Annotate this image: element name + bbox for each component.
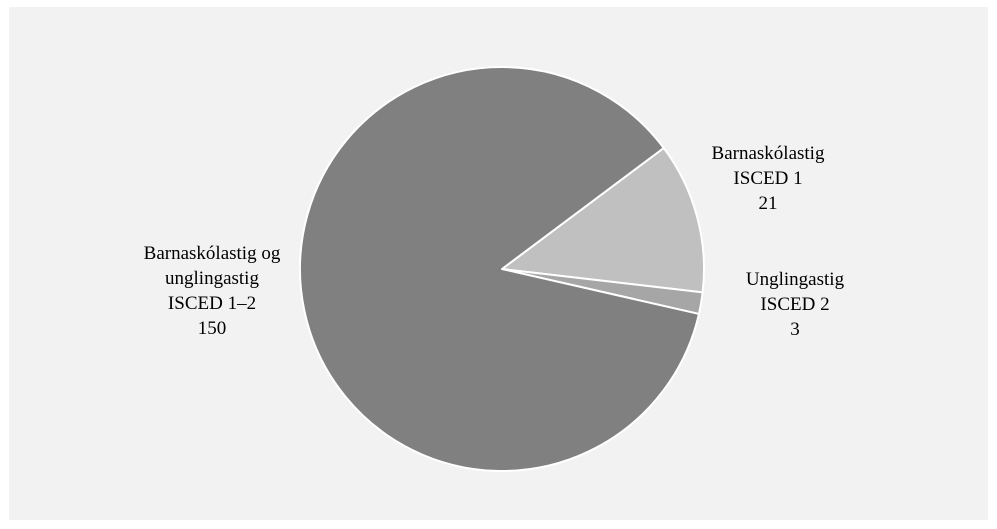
chart-area: Barnaskólastig og unglingastig ISCED 1–2…: [9, 7, 988, 520]
label-isced1-line-1: Barnaskólastig: [711, 143, 825, 164]
label-isced2: Unglingastig ISCED 2 3: [720, 267, 870, 342]
label-isced1-value: 21: [758, 193, 778, 214]
pie-chart: [299, 66, 705, 472]
label-isced2-value: 3: [790, 319, 800, 340]
label-isced2-line-2: ISCED 2: [760, 294, 830, 315]
label-isced12-line-3: ISCED 1–2: [167, 293, 257, 314]
label-isced12-line-1: Barnaskólastig og: [143, 243, 281, 264]
label-isced1: Barnaskólastig ISCED 1 21: [693, 141, 843, 216]
label-isced2-line-1: Unglingastig: [745, 269, 845, 290]
label-isced1-line-2: ISCED 1: [733, 168, 803, 189]
pie-slice-isced1: [501, 147, 705, 294]
label-isced12: Barnaskólastig og unglingastig ISCED 1–2…: [105, 241, 319, 341]
label-isced12-value: 150: [197, 318, 227, 339]
label-isced12-line-2: unglingastig: [165, 268, 259, 289]
pie-slice-isced12: [299, 66, 700, 472]
